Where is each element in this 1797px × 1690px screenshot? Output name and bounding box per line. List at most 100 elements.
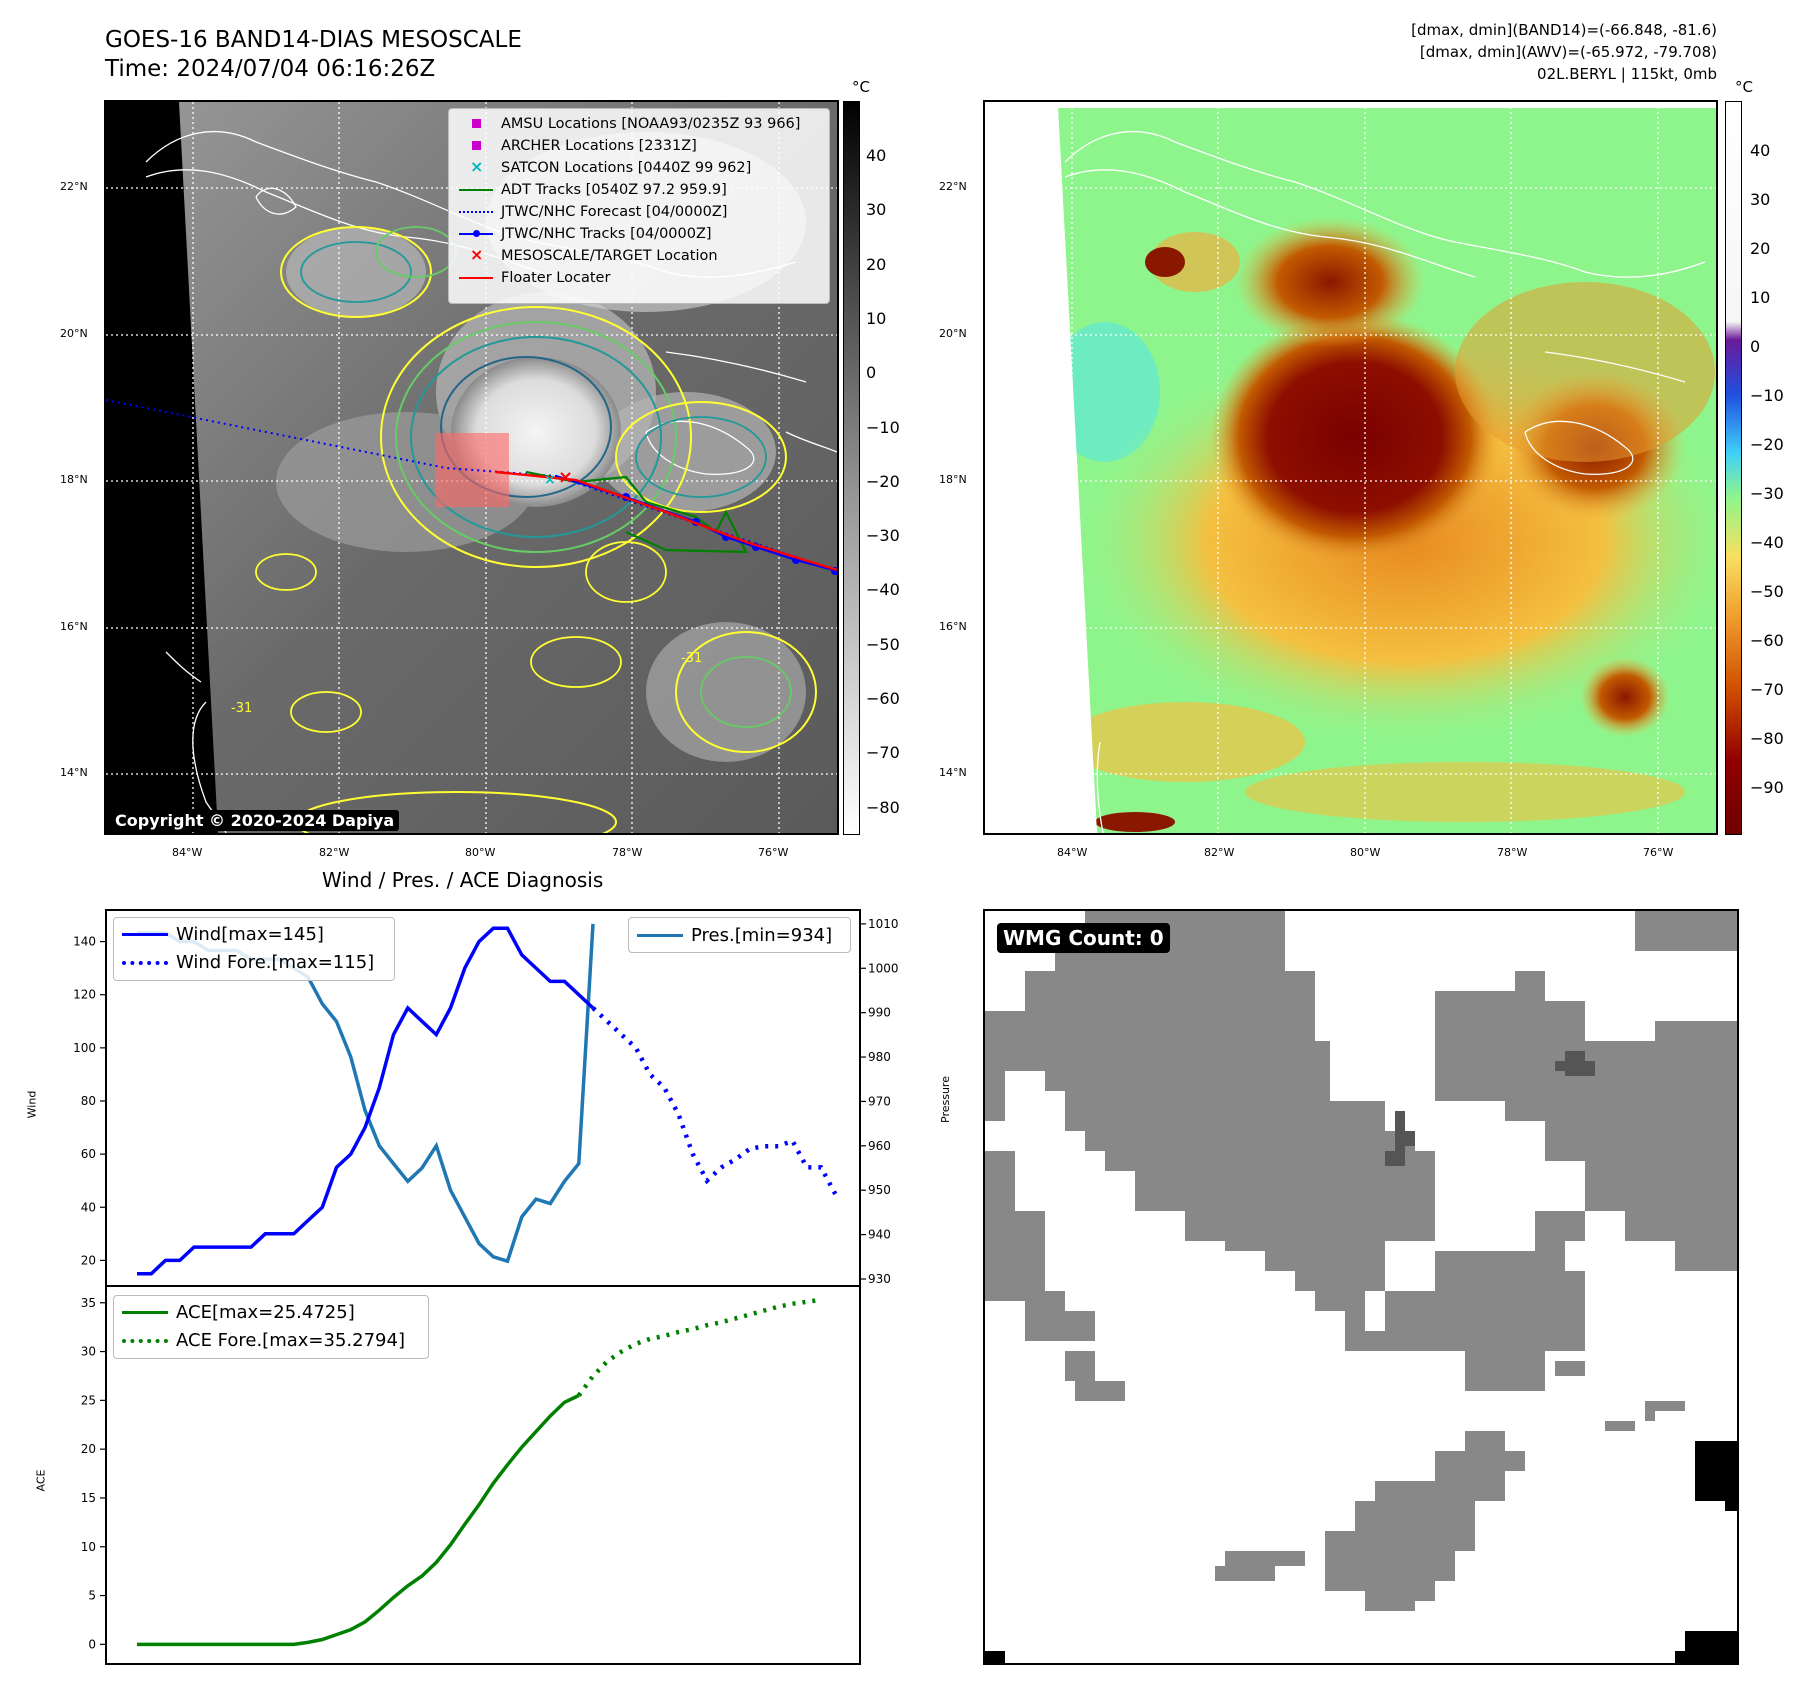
colorbar-tick: −50	[866, 634, 900, 654]
gray-colorbar-unit: °C	[852, 78, 870, 96]
axis-tick-label: 950	[868, 1183, 891, 1197]
series-line	[137, 926, 595, 1276]
colorbar-tick: −30	[1750, 484, 1784, 503]
legend-symbol	[457, 271, 495, 285]
wmg-panel: WMG Count: 0	[983, 909, 1739, 1665]
legend-label: AMSU Locations [NOAA93/0235Z 93 966]	[501, 116, 801, 132]
axis-tick-label: 60	[81, 1147, 96, 1161]
diagnosis-divider	[105, 1285, 861, 1287]
pressure-legend: Pres.[min=934]	[628, 917, 851, 953]
axis-tick-label: 40	[81, 1200, 96, 1214]
wind-legend: Wind[max=145] Wind Fore.[max=115]	[113, 917, 395, 981]
lon-label: 76°W	[1643, 846, 1674, 859]
info-storm: 02L.BERYL | 115kt, 0mb	[1537, 65, 1717, 83]
ace-plot	[137, 1297, 822, 1647]
colorbar-tick: 30	[1750, 190, 1771, 209]
floater-locater	[495, 470, 837, 572]
awv-map-coastlines	[1064, 130, 1706, 833]
contour-label: -31	[231, 701, 252, 716]
lat-label: 14°N	[60, 766, 88, 779]
colorbar-tick: 40	[1750, 141, 1771, 160]
axis-tick-label: 1000	[868, 961, 899, 975]
legend-label: ARCHER Locations [2331Z]	[501, 138, 697, 154]
legend-symbol: ×	[470, 245, 484, 264]
colorbar-tick: 20	[866, 254, 887, 274]
axis-tick-label: 960	[868, 1139, 891, 1153]
wind-axis-label: Wind	[25, 1090, 39, 1119]
colorbar-tick: −70	[1750, 680, 1784, 699]
ace-fore-legend-label: ACE Fore.[max=35.2794]	[176, 1329, 405, 1351]
axis-tick-label: 30	[81, 1345, 96, 1359]
ir-map-contours	[255, 226, 817, 833]
colorbar-tick: −60	[866, 689, 900, 708]
legend-item: Floater Locater	[457, 267, 821, 289]
lat-label: 18°N	[939, 473, 967, 486]
wind-legend-label: Wind[max=145]	[176, 923, 324, 945]
lat-label: 16°N	[60, 620, 88, 633]
colorbar-tick: −40	[866, 580, 900, 600]
lat-label: 22°N	[939, 180, 967, 193]
colorbar-tick: 0	[1750, 337, 1761, 356]
awv-colorbar-unit: °C	[1735, 78, 1753, 96]
legend-symbol	[457, 227, 495, 241]
lon-label: 80°W	[465, 846, 496, 859]
colorbar-tick: −30	[866, 526, 900, 546]
legend-symbol	[457, 205, 495, 219]
awv-map-image	[985, 102, 1716, 833]
contour-label: -31	[681, 651, 702, 666]
axis-tick-label: 80	[81, 1094, 96, 1108]
lat-label: 20°N	[939, 327, 967, 340]
legend-symbol	[457, 117, 495, 131]
wmg-count-badge: WMG Count: 0	[997, 923, 1170, 953]
colorbar-tick: −50	[1750, 582, 1784, 601]
axis-tick-label: 20	[81, 1253, 96, 1267]
lon-label: 84°W	[172, 846, 203, 859]
legend-item: ADT Tracks [0540Z 97.2 959.9]	[457, 179, 821, 201]
lon-label: 78°W	[1497, 846, 1528, 859]
legend-label: ADT Tracks [0540Z 97.2 959.9]	[501, 182, 727, 198]
lat-label: 18°N	[60, 473, 88, 486]
axis-tick-label: 140	[73, 935, 96, 949]
ace-legend: ACE[max=25.4725] ACE Fore.[max=35.2794]	[113, 1295, 429, 1359]
mesoscale-marker: ×	[558, 467, 573, 488]
ace-legend-label: ACE[max=25.4725]	[176, 1301, 355, 1323]
legend-symbol: ×	[470, 157, 484, 176]
axis-tick-label: 120	[73, 988, 96, 1002]
legend-item: × MESOSCALE/TARGET Location	[457, 245, 821, 267]
axis-tick-label: 980	[868, 1050, 891, 1064]
legend-symbol	[457, 183, 495, 197]
colorbar-tick: 40	[866, 146, 887, 165]
axis-tick-label: 25	[81, 1393, 96, 1407]
chart-time: Time: 2024/07/04 06:16:26Z	[105, 56, 436, 82]
awv-map-panel	[983, 100, 1718, 835]
axis-tick-label: 990	[868, 1006, 891, 1020]
colorbar-tick: 10	[866, 308, 887, 328]
colorbar-tick: 30	[866, 200, 887, 220]
copyright-badge: Copyright © 2020-2024 Dapiya	[110, 810, 400, 831]
colorbar-tick: −20	[866, 471, 900, 491]
colorbar-tick: −70	[866, 743, 900, 763]
legend-item: AMSU Locations [NOAA93/0235Z 93 966]	[457, 113, 821, 135]
colorbar-tick: 0	[866, 363, 877, 383]
colorbar-tick: −80	[1750, 729, 1784, 748]
wmg-mask	[985, 911, 1737, 1663]
colorbar-tick: −40	[1750, 533, 1784, 552]
pressure-legend-label: Pres.[min=934]	[691, 924, 833, 946]
axis-tick-label: 930	[868, 1272, 891, 1286]
legend-item: JTWC/NHC Forecast [04/0000Z]	[457, 201, 821, 223]
ace-axis-label: ACE	[34, 1469, 48, 1492]
info-awv: [dmax, dmin](AWV)=(-65.972, -79.708)	[1419, 43, 1717, 61]
legend-item: × SATCON Locations [0440Z 99 962]	[457, 157, 821, 179]
colorbar-tick: −90	[1750, 778, 1784, 797]
wind-fore-legend-label: Wind Fore.[max=115]	[176, 951, 375, 973]
series-line	[591, 1006, 838, 1196]
awv-colorbar	[1725, 101, 1742, 835]
legend-label: SATCON Locations [0440Z 99 962]	[501, 160, 752, 176]
axis-tick-label: 5	[88, 1589, 96, 1603]
series-line	[576, 1297, 822, 1397]
axis-tick-label: 20	[81, 1442, 96, 1456]
axis-tick-label: 100	[73, 1041, 96, 1055]
legend-label: JTWC/NHC Forecast [04/0000Z]	[501, 204, 728, 220]
legend-symbol	[457, 139, 495, 153]
